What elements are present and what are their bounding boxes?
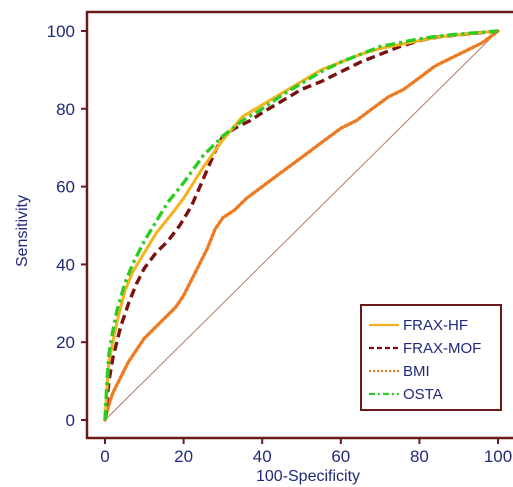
- legend-label-bmi: BMI: [403, 363, 430, 380]
- x-tick-label: 20: [174, 447, 193, 466]
- series-line-frax-mof: [103, 29, 499, 421]
- y-tick-label: 100: [47, 22, 75, 41]
- legend-label-frax-hf: FRAX-HF: [403, 317, 468, 334]
- legend-box: [360, 304, 502, 411]
- y-tick-label: 20: [56, 333, 75, 352]
- legend-label-frax-mof: FRAX-MOF: [403, 340, 481, 357]
- reference-diagonal-line: [104, 30, 499, 421]
- y-tick-label: 80: [56, 100, 75, 119]
- plot-frame: [85, 10, 513, 440]
- x-tick-label: 100: [484, 447, 512, 466]
- plot-layer: [103, 29, 500, 422]
- x-tick-label: 80: [410, 447, 429, 466]
- legend-label-osta: OSTA: [403, 386, 443, 403]
- series-line-bmi: [103, 29, 500, 422]
- axes-layer: 0 20 40 60 80 100 0 20 40 60 80 100: [47, 10, 513, 466]
- y-axis-title: Sensitivity: [14, 195, 31, 267]
- series-line-osta: [103, 29, 499, 421]
- x-tick-label: 0: [100, 447, 109, 466]
- x-tick-label: 40: [253, 447, 272, 466]
- y-tick-label: 0: [66, 411, 75, 430]
- y-tick-label: 60: [56, 178, 75, 197]
- legend: FRAX-HF FRAX-MOF BMI OSTA: [360, 304, 502, 411]
- x-tick-label: 60: [331, 447, 350, 466]
- x-axis-title: 100-Specificity: [256, 468, 360, 485]
- y-tick-label: 40: [56, 255, 75, 274]
- series-line-frax-hf: [103, 29, 499, 421]
